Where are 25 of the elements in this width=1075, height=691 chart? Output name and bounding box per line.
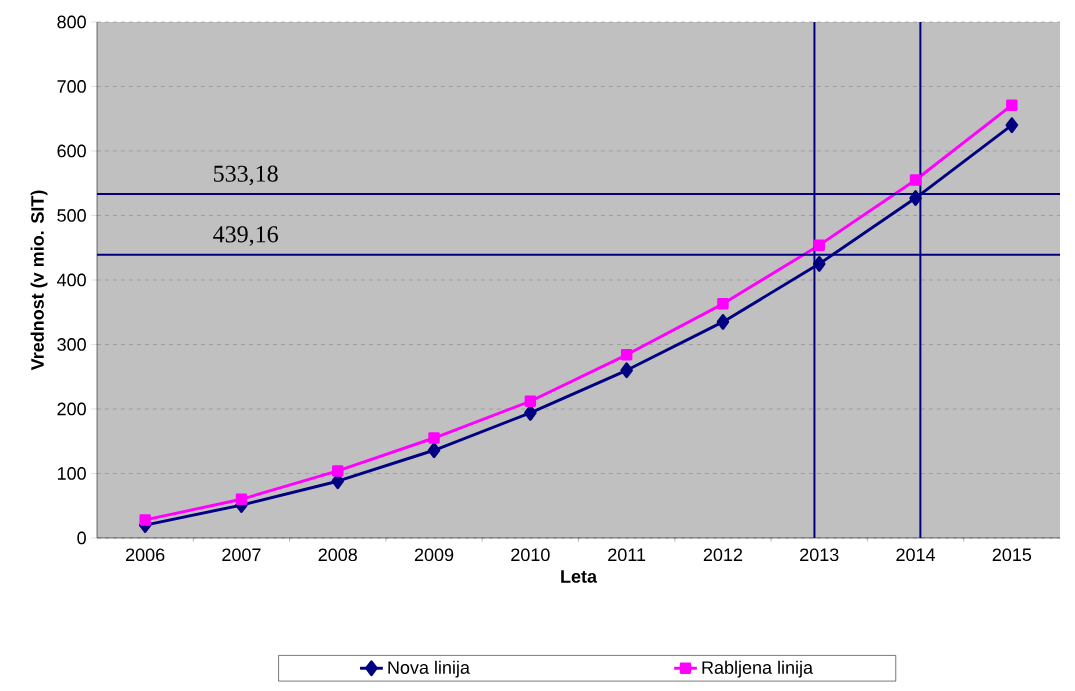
- y-tick-label: 700: [57, 80, 86, 93]
- ref-line-label: 533,18: [214, 165, 278, 186]
- x-tick-label: 2013: [800, 548, 839, 562]
- x-tick-label: 2010: [511, 548, 550, 562]
- y-tick-label: 100: [57, 467, 86, 480]
- x-tick-label: 2014: [896, 548, 936, 562]
- x-tick-label: 2015: [992, 548, 1032, 562]
- x-tick-label: 2012: [703, 548, 743, 562]
- x-tick-label: 2009: [414, 548, 454, 562]
- legend-label: Rabljena linija: [702, 660, 814, 678]
- x-tick-label: 2006: [126, 548, 165, 562]
- x-tick-label: 2011: [608, 548, 646, 562]
- y-tick-label: 800: [57, 15, 86, 29]
- x-tick-label: 2007: [222, 548, 261, 562]
- y-tick-label: 600: [57, 144, 86, 158]
- y-tick-label: 500: [57, 209, 86, 222]
- legend-label: Nova linija: [388, 660, 470, 678]
- x-tick-label: 2008: [318, 548, 357, 562]
- ref-line-label: 439,16: [213, 226, 278, 246]
- y-tick-label: 200: [57, 402, 86, 416]
- x-axis-title: Leta: [561, 570, 598, 583]
- y-tick-label: 400: [57, 273, 86, 287]
- y-tick-label: 0: [77, 531, 86, 545]
- y-tick-label: 300: [57, 338, 86, 351]
- y-axis-title: Vrednost (v mio. SIT): [30, 190, 48, 371]
